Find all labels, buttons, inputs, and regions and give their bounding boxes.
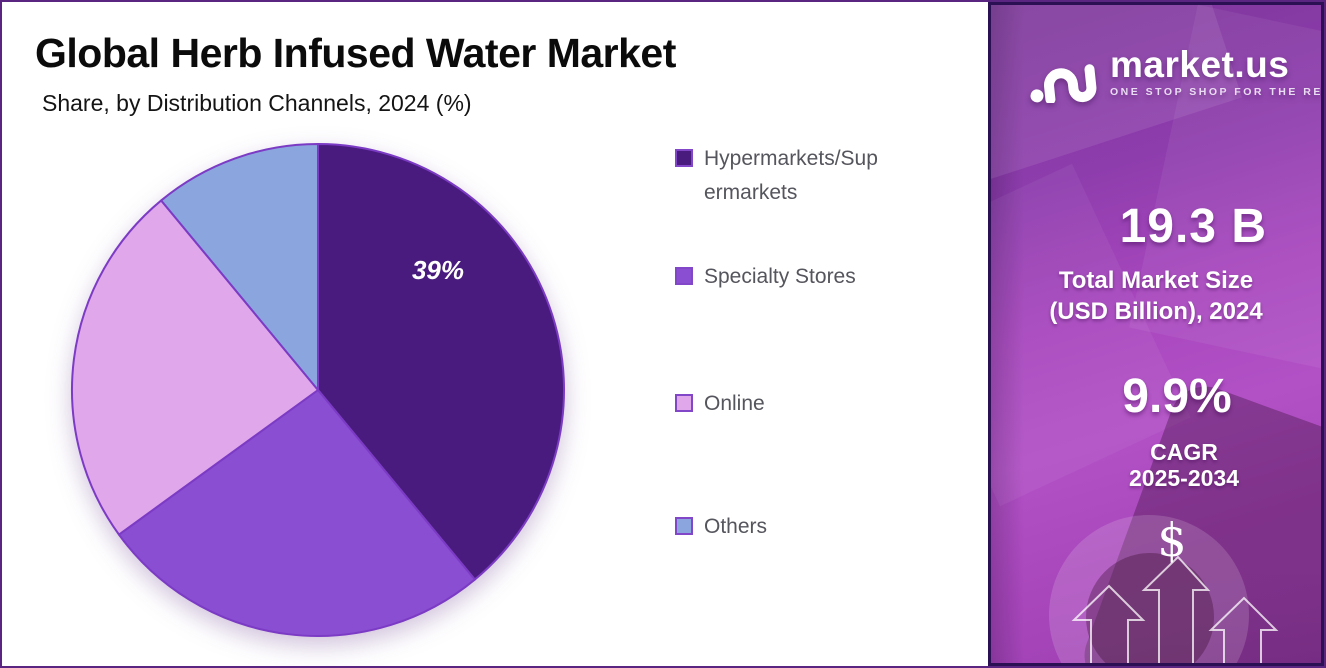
legend: Hypermarkets/Supermarkets Specialty Store… (675, 142, 975, 592)
marketus-logo-icon (1030, 64, 1097, 103)
cagr-value: 9.9% (1122, 370, 1232, 423)
chart-subtitle: Share, by Distribution Channels, 2024 (%… (42, 90, 472, 116)
legend-item-others: Others (675, 510, 882, 544)
pie-slice-data-label: 39% (411, 255, 465, 285)
market-size-caption-line1: Total Market Size (1058, 267, 1254, 294)
growth-arrows-icon (1071, 555, 1279, 663)
legend-swatch (675, 267, 693, 285)
legend-item-hypermarkets-supermarkets: Hypermarkets/Supermarkets (675, 142, 882, 210)
dollar-symbol: $ (1157, 513, 1187, 567)
brand-text-block: market.us ONE STOP SHOP FOR THE REPORTS (1110, 44, 1323, 99)
brand-sidebar: market.us ONE STOP SHOP FOR THE REPORTS … (988, 2, 1324, 666)
legend-label: Hypermarkets/Supermarkets (704, 147, 878, 204)
market-size-caption: Total Market Size (USD Billion), 2024 (991, 265, 1321, 327)
pie-slice-others (160, 143, 319, 391)
cagr-caption: CAGR 2025-2034 (991, 439, 1321, 491)
pie-slice-online (70, 199, 319, 536)
legend-item-specialty-stores: Specialty Stores (675, 260, 882, 294)
cagr-caption-line2: 2025-2034 (1129, 465, 1239, 491)
pie-slice-specialty-stores (117, 389, 476, 638)
brand-tagline: ONE STOP SHOP FOR THE REPORTS (1110, 86, 1323, 98)
legend-swatch (675, 149, 693, 167)
pie-slice-hypermarkets-supermarkets (317, 143, 566, 581)
legend-label: Others (704, 515, 768, 538)
legend-label: Online (704, 392, 765, 415)
market-size-value: 19.3 B (1119, 200, 1267, 253)
legend-swatch (675, 394, 693, 412)
brand-name: market.us (1110, 44, 1290, 85)
market-size-caption-line2: (USD Billion), 2024 (1049, 298, 1263, 325)
pie-chart (70, 143, 566, 638)
cagr-caption-line1: CAGR (1150, 439, 1218, 465)
legend-item-online: Online (675, 387, 882, 421)
chart-area: Global Herb Infused Water Market Share, … (2, 2, 988, 666)
chart-title: Global Herb Infused Water Market (35, 30, 676, 76)
legend-label: Specialty Stores (704, 265, 856, 288)
legend-swatch (675, 517, 693, 535)
brand-logo: market.us ONE STOP SHOP FOR THE REPORTS (1027, 44, 1323, 103)
